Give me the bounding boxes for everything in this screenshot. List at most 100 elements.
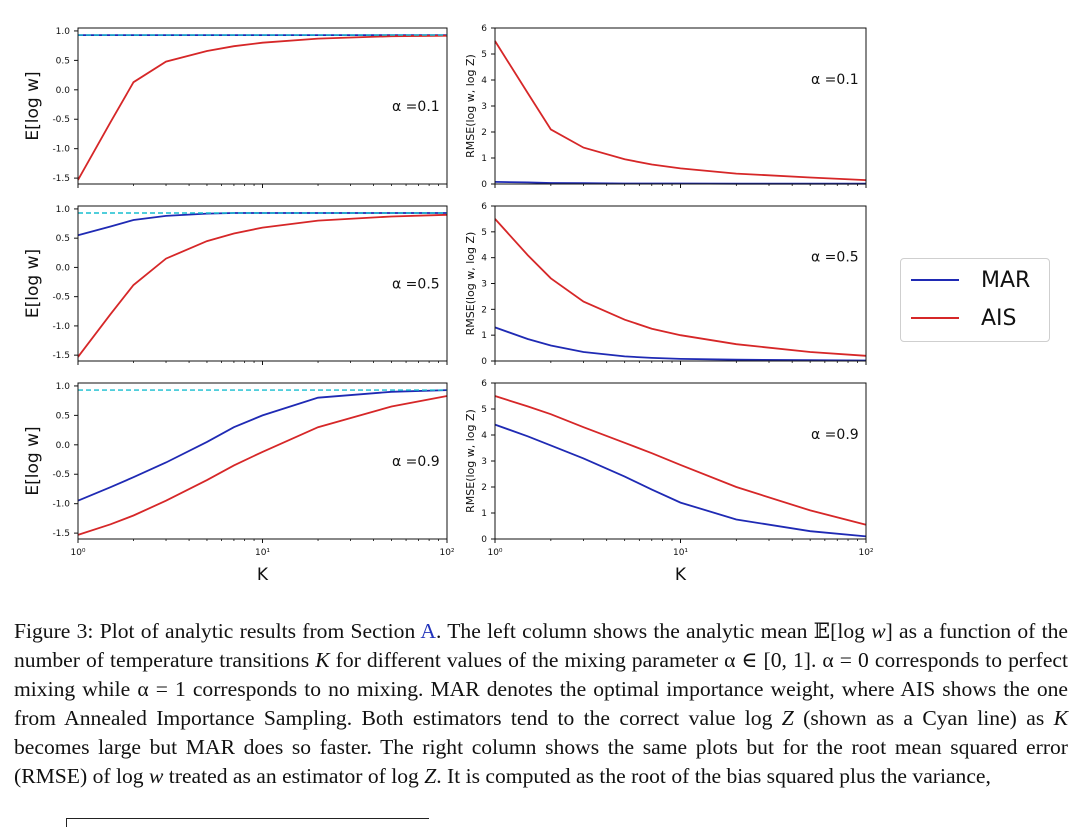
y-tick-label: 6 bbox=[481, 379, 487, 389]
caption-text-5: (shown as a Cyan line) as bbox=[793, 706, 1054, 730]
y-tick-label: -0.5 bbox=[52, 470, 70, 480]
y-tick-label: 3 bbox=[481, 457, 487, 467]
ais-legend-label: AIS bbox=[981, 305, 1017, 331]
caption-text-4: α ∈ [0, 1]. α = 0 corresponds to perfect… bbox=[14, 648, 1069, 730]
caption-text-8: . It is computed as the root of the bias… bbox=[436, 764, 991, 788]
y-tick-label: 2 bbox=[481, 128, 487, 138]
y-tick-label: 0 bbox=[481, 357, 487, 367]
legend-item-ais: AIS bbox=[911, 303, 1017, 333]
mar-legend-label: MAR bbox=[981, 267, 1031, 293]
alpha-annotation: α =0.1 bbox=[811, 72, 859, 88]
caption-math-k2: K bbox=[1053, 706, 1068, 730]
plot-frame bbox=[494, 382, 867, 540]
x-tick-label: 10² bbox=[858, 548, 873, 558]
mar-series-line bbox=[494, 181, 866, 185]
caption-text-6: becomes large but MAR does so faster. Th… bbox=[14, 735, 1068, 788]
y-axis-label: RMSE(log w, log Z) bbox=[464, 54, 477, 158]
y-tick-label: -0.5 bbox=[52, 293, 70, 303]
caption-math-z2: Z bbox=[424, 764, 437, 788]
x-tick-label: 10¹ bbox=[255, 548, 270, 558]
panel-4: 6 5 4 3 2 1 0 RMSE(log w, log Z) α =0.5 bbox=[464, 202, 867, 367]
y-tick-label: 5 bbox=[481, 405, 487, 415]
legend-item-mar: MAR bbox=[911, 265, 1030, 295]
y-tick-label: 1.0 bbox=[56, 382, 71, 392]
y-tick-label: 1 bbox=[481, 331, 487, 341]
figure: 1.0 0.5 0.0 -0.5 -1.0 -1.5 E[log w] α =0.1 6 5 4 3 2… bbox=[23, 24, 874, 585]
y-tick-label: 4 bbox=[481, 254, 487, 264]
y-tick-label: -0.5 bbox=[52, 115, 70, 125]
alpha-annotation: α =0.9 bbox=[392, 454, 440, 470]
alpha-annotation: α =0.5 bbox=[392, 277, 440, 293]
y-tick-label: 2 bbox=[481, 305, 487, 315]
y-tick-label: -1.0 bbox=[52, 500, 70, 510]
figure-caption: Figure 3: Plot of analytic results from … bbox=[14, 617, 1068, 791]
x-tick-label: 10¹ bbox=[673, 548, 688, 558]
caption-math-w: w bbox=[871, 619, 886, 643]
alpha-annotation: α =0.9 bbox=[811, 427, 859, 443]
ais-series-line bbox=[77, 395, 448, 536]
caption-math-k: K bbox=[315, 648, 330, 672]
ais-series-line bbox=[494, 218, 867, 357]
y-axis-label: RMSE(log w, log Z) bbox=[464, 409, 477, 513]
x-tick-label: 10² bbox=[439, 548, 454, 558]
y-tick-label: 3 bbox=[481, 280, 487, 290]
y-tick-label: 1 bbox=[481, 509, 487, 519]
y-tick-label: 0.0 bbox=[56, 86, 71, 96]
caption-text-3: for different values of the mixing param… bbox=[329, 648, 725, 672]
y-tick-label: 0 bbox=[481, 180, 487, 190]
x-axis-label: K bbox=[257, 565, 269, 585]
x-axis-label: K bbox=[675, 565, 687, 585]
y-tick-label: -1.0 bbox=[52, 145, 70, 155]
ais-legend-line bbox=[911, 317, 959, 319]
y-tick-label: 5 bbox=[481, 50, 487, 60]
panel-1: 1.0 0.5 0.0 -0.5 -1.0 -1.5 E[log w] α =0.1 bbox=[23, 27, 448, 188]
y-tick-label: 1.0 bbox=[56, 205, 71, 215]
panel-2: 6 5 4 3 2 1 0 RMSE(log w, log Z) α =0.1 bbox=[464, 24, 867, 190]
y-tick-label: 5 bbox=[481, 228, 487, 238]
mar-series-line bbox=[494, 423, 867, 538]
y-tick-label: 6 bbox=[481, 202, 487, 212]
mar-legend-line bbox=[911, 279, 959, 281]
panel-3: 1.0 0.5 0.0 -0.5 -1.0 -1.5 E[log w] α =0.5 bbox=[23, 205, 448, 365]
y-tick-label: -1.0 bbox=[52, 322, 70, 332]
y-tick-label: 3 bbox=[481, 102, 487, 112]
plot-frame bbox=[494, 27, 867, 185]
y-tick-label: 4 bbox=[481, 76, 487, 86]
y-tick-label: -1.5 bbox=[52, 174, 70, 184]
caption-math-z: Z bbox=[781, 706, 794, 730]
caption-text-2: ] as a function of the number of tempera… bbox=[14, 619, 1069, 672]
y-tick-label: 4 bbox=[481, 431, 487, 441]
x-tick-label: 10⁰ bbox=[487, 548, 502, 558]
legend: MAR AIS bbox=[900, 258, 1050, 342]
y-tick-label: 0.5 bbox=[56, 56, 70, 66]
y-tick-label: 0 bbox=[481, 535, 487, 545]
caption-intro: Figure 3: Plot of analytic results from … bbox=[14, 619, 421, 643]
x-tick-label: 10⁰ bbox=[70, 548, 85, 558]
mar-series-line bbox=[77, 389, 448, 502]
section-link[interactable]: A bbox=[420, 619, 436, 643]
y-tick-label: -1.5 bbox=[52, 529, 70, 539]
ais-series-line bbox=[77, 34, 448, 181]
y-tick-label: 0.5 bbox=[56, 411, 70, 421]
y-tick-label: 6 bbox=[481, 24, 487, 34]
y-tick-label: 1.0 bbox=[56, 27, 71, 37]
caption-text-1: . The left column shows the analytic mea… bbox=[435, 619, 872, 643]
plot-frame bbox=[494, 205, 867, 362]
y-tick-label: 0.0 bbox=[56, 263, 71, 273]
alpha-annotation: α =0.1 bbox=[392, 99, 440, 115]
y-axis-label: E[log w] bbox=[23, 426, 43, 495]
ais-series-line bbox=[77, 213, 448, 358]
y-axis-label: RMSE(log w, log Z) bbox=[464, 232, 477, 336]
caption-text-7: treated as an estimator of log bbox=[163, 764, 425, 788]
y-tick-label: 0.0 bbox=[56, 441, 71, 451]
y-tick-label: 0.5 bbox=[56, 234, 70, 244]
alpha-annotation: α =0.5 bbox=[811, 250, 859, 266]
y-tick-label: 1 bbox=[481, 154, 487, 164]
panels-group: 1.0 0.5 0.0 -0.5 -1.0 -1.5 E[log w] α =0.1 6 5 4 3 2… bbox=[23, 24, 874, 585]
y-tick-label: 2 bbox=[481, 483, 487, 493]
y-tick-label: -1.5 bbox=[52, 351, 70, 361]
ais-series-line bbox=[494, 40, 867, 181]
ais-series-line bbox=[494, 395, 867, 526]
